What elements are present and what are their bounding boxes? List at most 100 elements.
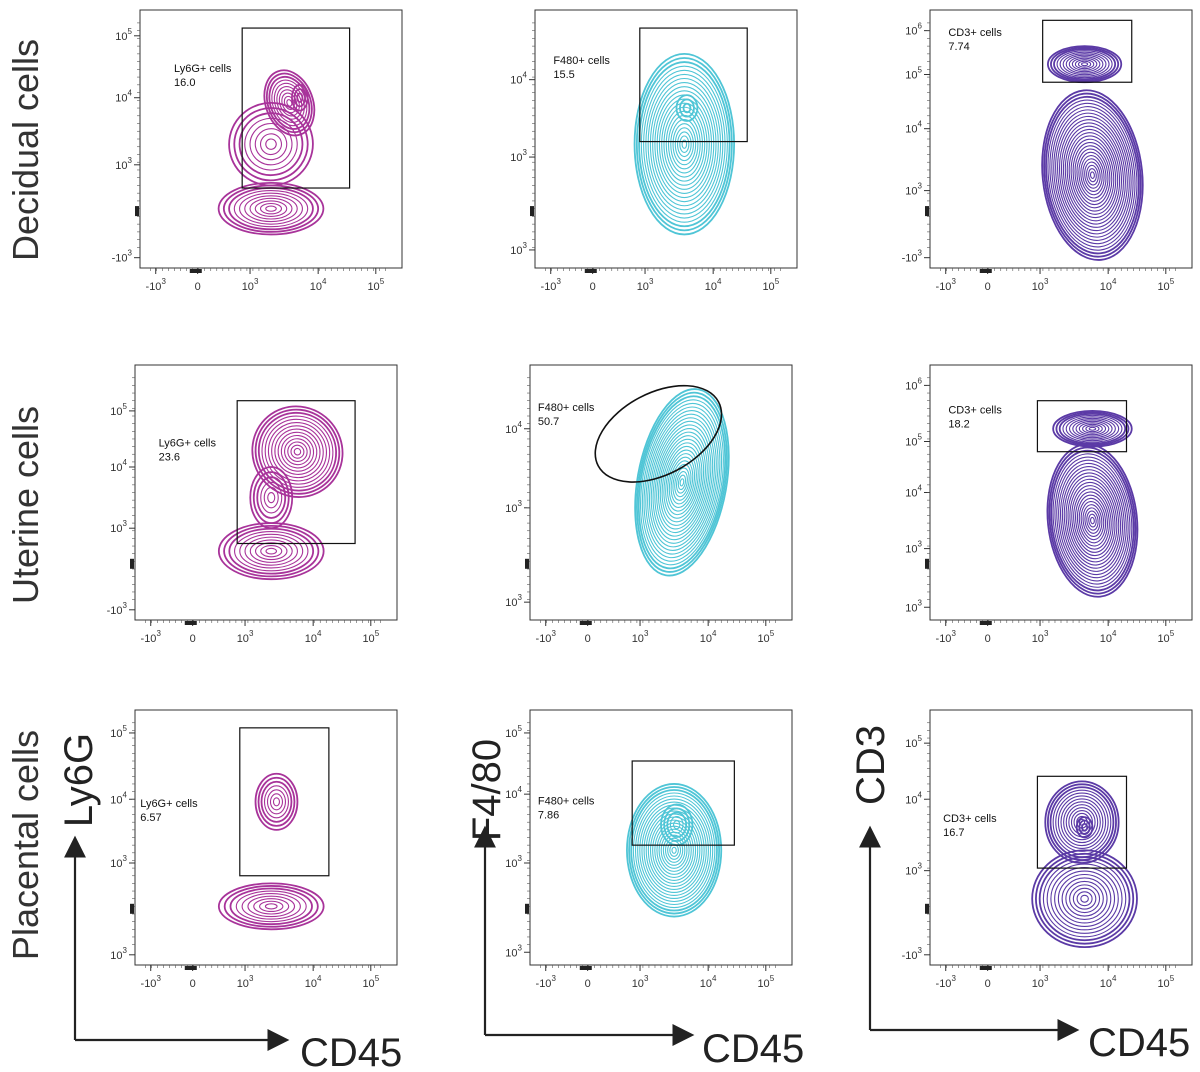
- contour-line: [223, 525, 320, 578]
- contour-line: [634, 795, 714, 906]
- contour-line: [633, 52, 736, 236]
- contour-line: [1066, 132, 1119, 219]
- contour-line: [1072, 887, 1097, 910]
- axis-arrows: Ly6G CD45 F4/80 CD45 CD3 CD45: [57, 725, 1190, 1072]
- y-zero-marker: [530, 206, 534, 217]
- panel-uterine-f480: F480+ cells 50.7 -103 0 103 104 105 104 103 103: [505, 364, 793, 645]
- contour-line: [1052, 453, 1133, 588]
- contour-line: [233, 107, 309, 182]
- x-tick-label: 104: [310, 277, 327, 293]
- contour-line: [254, 200, 288, 217]
- contour-line: [1085, 425, 1100, 433]
- y-zero-marker: [925, 903, 929, 914]
- contour-line: [267, 491, 276, 504]
- contour-line: [630, 789, 718, 912]
- y-tick-label: 103: [505, 593, 522, 609]
- y-tick-label: 103: [905, 540, 922, 556]
- x-tick-label: -103: [936, 277, 957, 293]
- y-axis-title: Ly6G: [57, 733, 101, 827]
- contour-line: [1056, 50, 1113, 79]
- y-tick-label: 105: [905, 734, 922, 750]
- y-tick-label: 104: [510, 71, 527, 87]
- contour-line: [254, 542, 288, 561]
- x-tick-label: 103: [632, 629, 649, 645]
- contour-line: [1049, 102, 1136, 248]
- plot-frame: [134, 709, 398, 966]
- axis-arrow-group: CD3 CD45: [849, 725, 1190, 1065]
- contour-line: [674, 467, 690, 498]
- contour-line: [1050, 46, 1120, 82]
- panel-placental-ly6g: Ly6G+ cells 6.57 -103 0 103 104 105 105 104 103 10…: [110, 709, 398, 990]
- x-tick-label: 104: [705, 277, 722, 293]
- gate-name: CD3+ cells: [948, 27, 1002, 39]
- x-tick-label: 104: [1100, 277, 1117, 293]
- contour-line: [1050, 449, 1135, 592]
- contour-line: [647, 813, 701, 887]
- contour-line: [1055, 792, 1109, 852]
- contour-line: [1041, 89, 1144, 261]
- contour-line: [293, 447, 302, 456]
- contour-line: [677, 474, 687, 491]
- contour-population: [217, 181, 325, 236]
- contour-line: [280, 434, 315, 469]
- y-zero-marker: [925, 206, 929, 217]
- contour-line: [1068, 135, 1117, 215]
- contour-line: [1078, 819, 1091, 836]
- x-tick-label: 0: [985, 281, 991, 293]
- x-tick-label: -103: [536, 974, 557, 990]
- contour-line: [1048, 446, 1137, 595]
- y-tick-label: 106: [905, 22, 922, 38]
- contour-line: [670, 119, 699, 170]
- y-zero-marker: [525, 558, 529, 569]
- contour-line: [249, 197, 293, 220]
- y-tick-label: 106: [905, 376, 922, 392]
- panel-uterine-cd3: CD3+ cells 18.2 -103 0 103 104 105 106 105 104 103…: [905, 364, 1193, 645]
- gate-rectangle: [639, 27, 748, 143]
- contour-line: [671, 846, 677, 854]
- contour-line: [1076, 494, 1108, 547]
- contour-line: [1088, 513, 1097, 528]
- y-tick-label: 104: [115, 89, 132, 105]
- contour-line: [1054, 456, 1131, 585]
- contour-line: [263, 785, 290, 819]
- gate-rectangle: [236, 400, 356, 545]
- x-tick-label: 105: [362, 974, 379, 990]
- contour-line: [639, 399, 724, 566]
- gate-rectangle: [241, 27, 351, 189]
- x-tick-label: 105: [757, 629, 774, 645]
- x-axis-title: CD45: [300, 1031, 402, 1072]
- contour-line: [1080, 155, 1105, 196]
- contour-line: [260, 545, 283, 558]
- contour-line: [647, 413, 717, 552]
- contour-line: [663, 445, 701, 519]
- contour-line: [672, 123, 697, 166]
- x-zero-marker: [579, 621, 592, 625]
- contour-line: [1060, 466, 1125, 576]
- x-zero-marker: [184, 966, 197, 970]
- contour-line: [233, 190, 309, 228]
- contour-plot: [217, 405, 344, 581]
- contour-line: [244, 195, 298, 223]
- y-tick-label: 104: [905, 484, 922, 500]
- contour-line: [661, 102, 708, 186]
- contour-line: [1076, 148, 1109, 202]
- contour-line: [643, 406, 721, 559]
- x-zero-marker: [979, 966, 992, 970]
- contour-line: [266, 789, 287, 815]
- contour-line: [223, 885, 319, 928]
- contour-line: [1076, 891, 1093, 907]
- contour-line: [679, 478, 685, 487]
- contour-line: [259, 133, 283, 156]
- y-tick-label: 105: [905, 433, 922, 449]
- gate-value: 6.57: [140, 812, 161, 824]
- y-tick-label: 105: [110, 724, 127, 740]
- contour-line: [1046, 443, 1139, 598]
- contour-line: [244, 117, 298, 171]
- contour-line: [257, 411, 338, 492]
- row-label: Decidual cells: [5, 39, 46, 261]
- plot-frame: [529, 364, 793, 621]
- contour-line: [1073, 488, 1112, 553]
- contour-line: [1084, 161, 1101, 189]
- x-tick-label: -103: [536, 629, 557, 645]
